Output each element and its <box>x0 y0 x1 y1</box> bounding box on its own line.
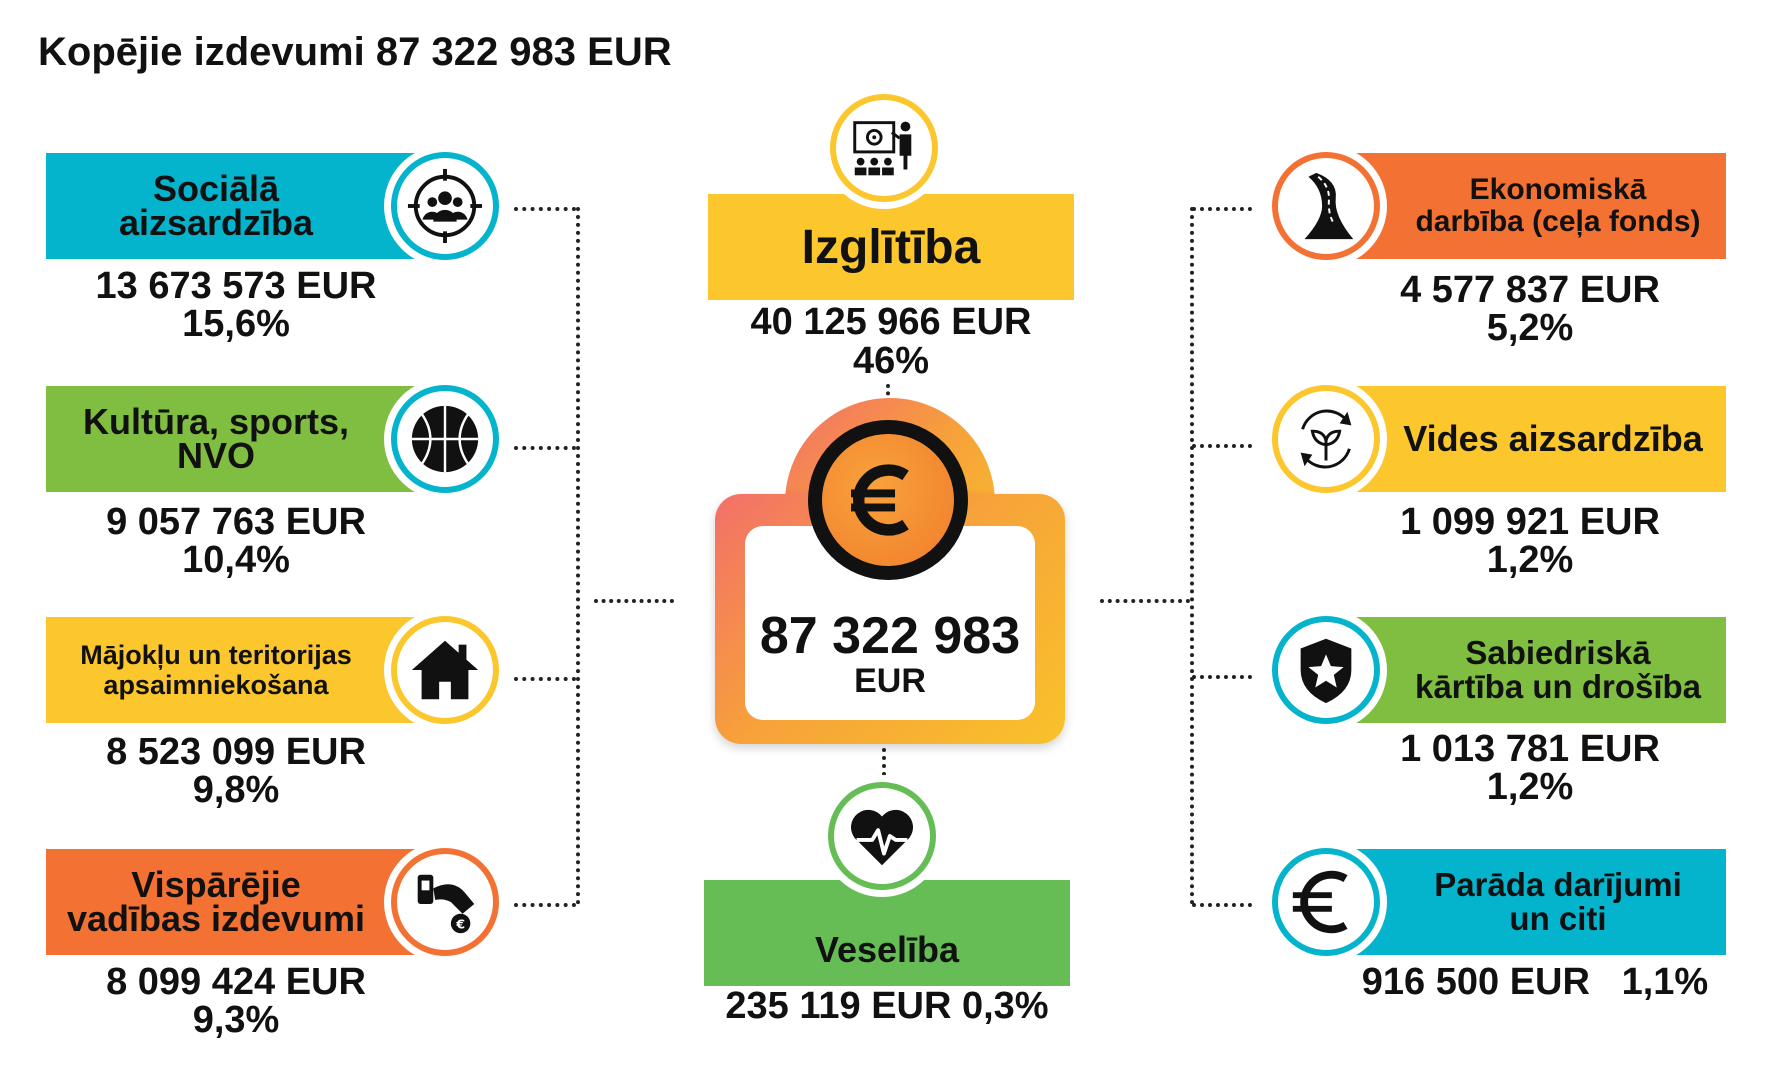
category-label: Sabiedriskā <box>1465 634 1651 671</box>
heart-pulse-icon <box>828 782 936 890</box>
svg-text:€: € <box>455 916 465 931</box>
category-percent: 15,6% <box>182 303 290 345</box>
total-amount: 87 322 983 <box>759 607 1021 665</box>
category-percent: 10,4% <box>182 539 290 581</box>
category-band-debt: Parāda darījumi un citi <box>1330 849 1726 955</box>
category-percent: 1,2% <box>1486 766 1574 808</box>
connector-line <box>1192 903 1252 907</box>
people-target-icon <box>391 152 499 260</box>
connector-line <box>514 446 576 450</box>
category-band-economy: Ekonomiskā darbība (ceļa fonds) <box>1330 153 1726 259</box>
category-band-environment: Vides aizsardzība <box>1330 386 1726 492</box>
euro-icon <box>1272 848 1380 956</box>
category-label: un citi <box>1509 900 1607 937</box>
category-amount: 1 013 781 EUR <box>1400 728 1660 770</box>
category-amount: 916 500 EUR 1,1% <box>1361 961 1709 1003</box>
education-amount: 40 125 966 EUR <box>750 301 1032 343</box>
category-band-culture: Kultūra, sports, NVO <box>46 386 446 492</box>
category-percent: 9,3% <box>192 999 280 1041</box>
education-band: Izglītība <box>708 194 1074 300</box>
category-label: aizsardzība <box>118 202 314 243</box>
category-label: vadības izdevumi <box>66 898 366 939</box>
euro-coin-icon <box>808 420 968 580</box>
health-label: Veselība <box>814 929 960 970</box>
category-amount: 9 057 763 EUR <box>106 501 366 543</box>
education-percent: 46% <box>852 340 930 382</box>
road-icon <box>1272 152 1380 260</box>
connector-line <box>882 748 886 784</box>
category-band-social: Sociālā aizsardzība <box>46 153 446 259</box>
category-amount: 8 523 099 EUR <box>106 731 366 773</box>
connector-line <box>514 903 576 907</box>
connector-line <box>1192 207 1252 211</box>
category-label: Vispārējie <box>131 864 301 905</box>
recycle-leaf-icon <box>1272 385 1380 493</box>
category-label: NVO <box>176 435 255 476</box>
category-amount: 8 099 424 EUR <box>106 961 366 1003</box>
house-icon <box>391 616 499 724</box>
category-percent: 9,8% <box>192 769 280 811</box>
teaching-presentation-icon <box>830 94 938 202</box>
connector-line <box>576 207 580 905</box>
category-label: Vides aizsardzība <box>1403 418 1703 459</box>
category-label: Mājokļu un teritorijas <box>80 640 352 670</box>
connector-line <box>886 384 890 410</box>
connector-line <box>1100 599 1190 603</box>
education-label: Izglītība <box>801 220 981 274</box>
connector-line <box>514 677 576 681</box>
category-label: kārtība un drošība <box>1414 668 1702 705</box>
category-band-housing: Mājokļu un teritorijas apsaimniekošana <box>46 617 446 723</box>
category-label: darbība (ceļa fonds) <box>1415 205 1701 238</box>
category-label: apsaimniekošana <box>103 670 329 700</box>
category-amount: 13 673 573 EUR <box>95 265 377 307</box>
category-label: Sociālā <box>152 168 280 209</box>
connector-line <box>1190 207 1194 905</box>
category-band-administration: Vispārējie vadības izdevumi <box>46 849 446 955</box>
health-amount: 235 119 EUR 0,3% <box>725 985 1049 1027</box>
category-band-public-order: Sabiedriskā kārtība un drošība <box>1330 617 1726 723</box>
page-title: Kopējie izdevumi 87 322 983 EUR <box>38 30 672 74</box>
hand-coin-icon: € <box>391 848 499 956</box>
total-unit: EUR <box>854 662 926 700</box>
connector-line <box>1192 444 1252 448</box>
category-label: Kultūra, sports, <box>82 401 350 442</box>
connector-line <box>514 207 576 211</box>
police-badge-icon <box>1272 616 1380 724</box>
health-band: Veselība <box>704 880 1070 986</box>
connector-line <box>594 599 674 603</box>
category-amount: 4 577 837 EUR <box>1400 269 1660 311</box>
connector-line <box>1192 675 1252 679</box>
category-amount: 1 099 921 EUR <box>1400 501 1660 543</box>
basketball-icon <box>391 385 499 493</box>
category-label: Parāda darījumi <box>1434 866 1682 903</box>
category-percent: 1,2% <box>1486 539 1574 581</box>
category-label: Ekonomiskā <box>1469 173 1647 206</box>
category-percent: 5,2% <box>1486 307 1574 349</box>
